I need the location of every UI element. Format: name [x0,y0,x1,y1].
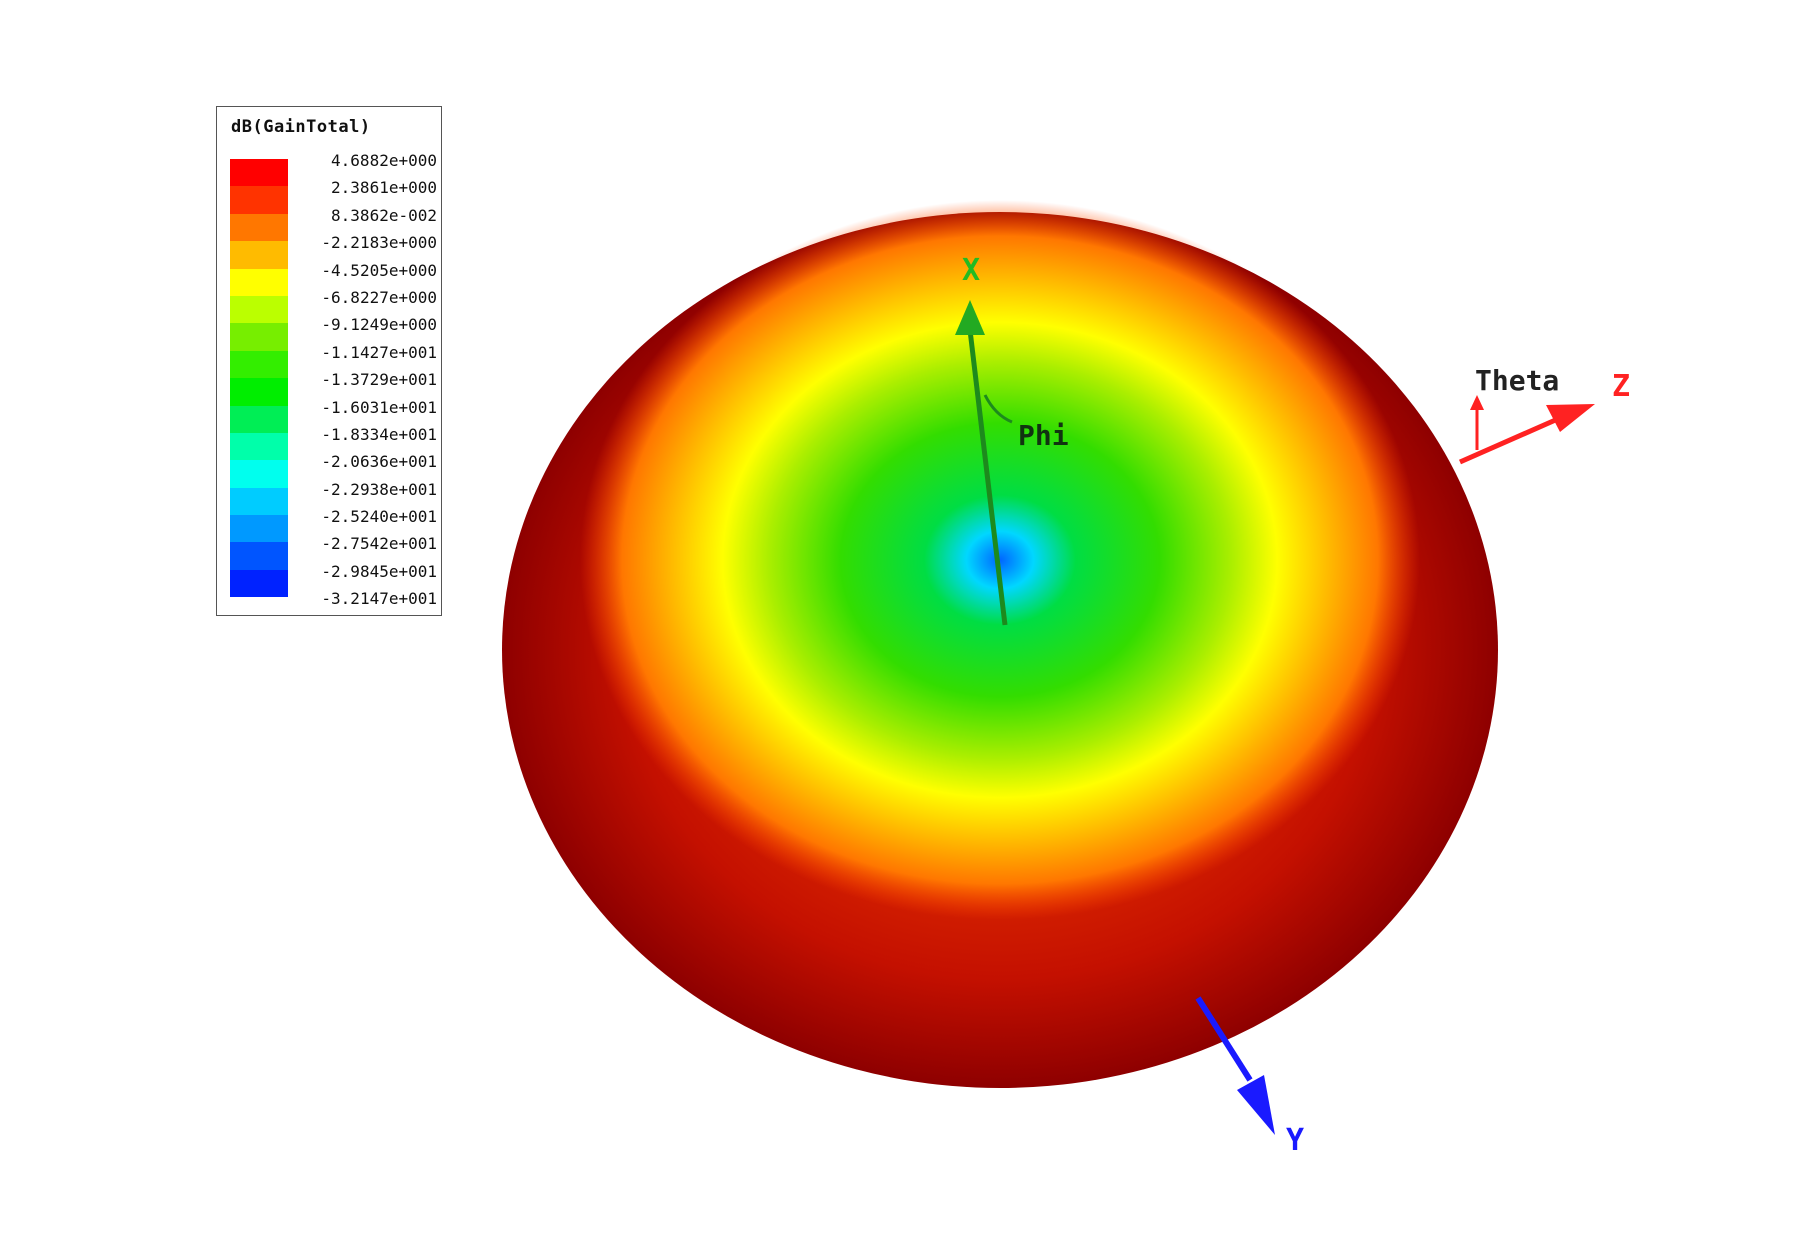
colorbar-tick-label: -2.5240e+001 [321,507,437,527]
colorbar-tick-label: -9.1249e+000 [321,315,437,335]
theta-arrowhead [1470,395,1484,410]
colorbar-swatch [230,241,288,269]
colorbar-ticks: 4.6882e+000 2.3861e+000 8.3862e-002 -2.2183… [291,147,437,613]
z-axis-label: Z [1612,369,1630,404]
z-axis-arrowhead [1546,404,1595,432]
colorbar-tick-label: -6.8227e+000 [321,287,437,307]
colorbar-legend: dB(GainTotal) 4.6882e+000 2.3861e+000 8.38… [216,106,442,616]
x-axis-arrowhead [955,300,985,335]
colorbar-swatch [230,405,288,433]
phi-indicator [983,394,1013,424]
colorbar-tick-label: -1.8334e+001 [321,424,437,444]
colorbar-swatch [230,323,288,351]
x-axis-label: X [962,253,980,288]
theta-label: Theta [1475,364,1559,397]
z-axis-line [1458,415,1562,465]
colorbar-tick-label: -2.9845e+001 [321,561,437,581]
colorbar-swatch [230,460,288,488]
colorbar-tick-label: -1.6031e+001 [321,397,437,417]
colorbar-tick-label: 8.3862e-002 [331,205,437,225]
colorbar-swatch [230,186,288,214]
colorbar-tick-label: 2.3861e+000 [331,178,437,198]
colorbar-tick-label: -1.3729e+001 [321,370,437,390]
colorbar-swatch [230,515,288,543]
colorbar-tick-label: 4.6882e+000 [331,151,437,170]
phi-label: Phi [1018,419,1069,452]
colorbar-swatches [230,159,288,598]
colorbar-swatch [230,159,288,187]
colorbar-swatch [230,432,288,461]
y-axis-label: Y [1286,1123,1304,1158]
colorbar-tick-label: -2.2938e+001 [321,479,437,499]
colorbar-swatch [230,569,288,598]
colorbar-tick-label: -2.7542e+001 [321,534,437,554]
colorbar-swatch [230,268,288,296]
colorbar-title: dB(GainTotal) [231,117,371,137]
y-axis-arrowhead [1237,1075,1275,1135]
colorbar-swatch [230,213,288,242]
y-axis-line [1195,996,1253,1082]
colorbar-tick-label: -2.0636e+001 [321,452,437,472]
colorbar-tick-label: -4.5205e+000 [321,260,437,280]
x-axis-line [967,329,1008,626]
colorbar-swatch [230,542,288,570]
colorbar-swatch [230,295,288,324]
colorbar-swatch [230,378,288,406]
colorbar-tick-label: -3.2147e+001 [321,589,437,609]
colorbar-tick-label: -2.2183e+000 [321,233,437,253]
pattern-top-dimple [580,200,1420,920]
colorbar-tick-label: -1.1427e+001 [321,342,437,362]
colorbar-swatch [230,350,288,379]
colorbar-swatch [230,487,288,516]
